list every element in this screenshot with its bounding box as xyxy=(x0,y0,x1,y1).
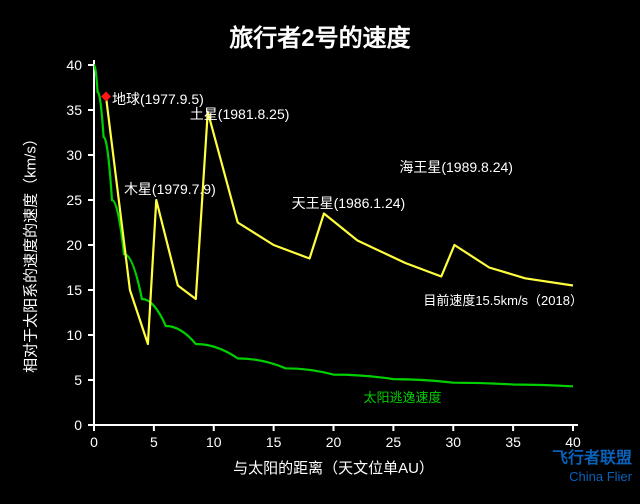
x-tick-label: 15 xyxy=(266,434,282,450)
x-tick-label: 0 xyxy=(90,434,98,450)
y-tick-label: 10 xyxy=(66,327,82,343)
x-tick-label: 10 xyxy=(206,434,222,450)
y-tick-label: 5 xyxy=(74,372,82,388)
y-tick-label: 20 xyxy=(66,237,82,253)
chart-root: 旅行者2号的速度 相对于太阳系的速度的速度（km/s） 051015202530… xyxy=(0,0,640,504)
x-tick-label: 20 xyxy=(326,434,342,450)
watermark-cn: 飞行者联盟 xyxy=(552,444,632,468)
escape-velocity-line xyxy=(94,65,573,386)
y-tick-label: 0 xyxy=(74,417,82,433)
chart-svg: 05101520253035400510152025303540 xyxy=(0,0,640,504)
x-tick-label: 5 xyxy=(150,434,158,450)
x-tick-label: 25 xyxy=(386,434,402,450)
y-tick-label: 30 xyxy=(66,147,82,163)
y-tick-label: 40 xyxy=(66,57,82,73)
x-tick-label: 30 xyxy=(445,434,461,450)
y-tick-label: 15 xyxy=(66,282,82,298)
voyager2-line xyxy=(106,97,573,345)
y-tick-label: 35 xyxy=(66,102,82,118)
earth-marker xyxy=(101,92,111,102)
y-tick-label: 25 xyxy=(66,192,82,208)
watermark-en: China Flier xyxy=(569,469,632,484)
x-axis-label: 与太阳的距离（天文位单AU） xyxy=(94,457,573,478)
x-tick-label: 35 xyxy=(505,434,521,450)
